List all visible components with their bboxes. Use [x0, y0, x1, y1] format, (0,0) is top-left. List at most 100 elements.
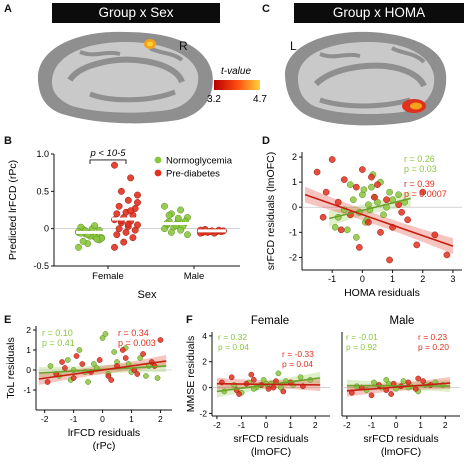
data-point	[79, 361, 86, 367]
stat-r: r = 0.23	[418, 332, 447, 342]
x-tick-label: 2	[420, 274, 425, 284]
data-point	[70, 375, 77, 381]
data-point	[115, 202, 123, 210]
panel-letter-d: D	[262, 135, 270, 147]
legend-label: Normoglycemia	[166, 156, 233, 167]
data-point	[352, 234, 360, 241]
data-point	[343, 226, 351, 234]
legend-marker	[154, 169, 162, 177]
chart-e-tol: -2 -1 0 1 2 -1 0 1 2 lrFCD residuals(rPc) ToL resi…	[5, 325, 172, 452]
data-point	[167, 228, 175, 236]
data-point	[270, 384, 277, 391]
hemisphere-label-right: R	[179, 39, 188, 53]
data-point	[443, 251, 451, 259]
data-point	[113, 231, 121, 239]
x-axis-label: (lmOFC)	[251, 446, 291, 458]
data-point	[165, 211, 173, 219]
data-point	[356, 244, 363, 251]
data-point	[331, 223, 339, 231]
data-point	[111, 161, 118, 169]
data-point	[127, 174, 135, 182]
data-point	[383, 196, 390, 204]
x-axis-label: srFCD residuals	[233, 433, 308, 445]
data-point	[47, 363, 54, 369]
data-point	[177, 206, 185, 214]
data-point	[113, 210, 121, 218]
data-point	[93, 235, 101, 243]
subplot-title-male: Male	[390, 315, 415, 327]
chart-b-predicted-lrfcd: -0.5 0 0.5 1.0 Female Male p < 10-5 Normoglycem…	[7, 148, 240, 301]
x-tick-label: 0	[100, 414, 105, 424]
data-point	[368, 173, 375, 181]
x-tick-label: -1	[238, 420, 246, 430]
data-point	[374, 181, 381, 188]
data-point	[111, 243, 118, 251]
fit-line	[328, 197, 411, 220]
x-tick-label: 0	[394, 420, 399, 430]
data-point	[115, 225, 123, 233]
data-point	[117, 187, 125, 195]
x-axis-label: srFCD residuals	[363, 433, 438, 445]
panel-letter-e: E	[4, 314, 12, 326]
y-tick-label: -0.5	[33, 261, 49, 271]
data-point	[352, 183, 360, 191]
data-point	[383, 376, 390, 383]
data-point	[412, 386, 419, 392]
data-point	[44, 379, 51, 385]
data-point	[413, 241, 421, 249]
y-axis-label: srFCD residuals (lmOFC)	[265, 152, 277, 270]
data-point	[265, 386, 272, 392]
y-tick-label: 2	[202, 357, 207, 367]
data-point	[120, 238, 128, 246]
stat-r: r = 0.26	[404, 154, 435, 164]
colorbar	[214, 80, 260, 90]
stat-p: p = 0.92	[346, 342, 377, 352]
data-point	[248, 371, 255, 378]
panel-letter-b: B	[4, 135, 12, 147]
data-point	[337, 226, 345, 234]
data-point	[368, 392, 375, 399]
data-point	[161, 202, 168, 210]
data-point	[85, 379, 91, 385]
significance-label: p < 10-5	[89, 148, 126, 159]
data-point	[250, 376, 257, 383]
fit-line	[346, 382, 451, 392]
data-point	[404, 216, 412, 224]
significance-bracket	[89, 159, 127, 164]
fit-line	[216, 382, 321, 386]
fit-line	[304, 193, 454, 247]
x-axis-label: lrFCD residuals	[68, 427, 140, 439]
data-point	[73, 353, 80, 359]
data-point	[275, 370, 282, 377]
y-tick-label: 1	[292, 177, 297, 187]
x-tick-label: -1	[70, 414, 78, 424]
brain-panels: R L t-value 3.2 4.7	[37, 31, 447, 126]
y-tick-label: 0	[26, 365, 31, 375]
x-axis-label: Sex	[138, 289, 157, 301]
data-point	[108, 377, 115, 383]
data-point	[420, 378, 426, 384]
data-point	[395, 191, 402, 199]
data-point	[119, 347, 126, 353]
data-point	[228, 374, 235, 381]
x-tick-label: 3	[450, 274, 455, 284]
data-point	[322, 188, 330, 196]
data-point	[280, 388, 287, 395]
stat-p: p = 0.04	[218, 342, 249, 352]
stat-r: r = 0.32	[218, 332, 247, 342]
data-point	[102, 331, 109, 337]
data-point	[124, 196, 132, 204]
colorbar-label: t-value	[221, 66, 251, 77]
data-point	[129, 234, 137, 242]
data-point	[91, 361, 97, 367]
data-point	[157, 337, 164, 343]
x-tick-label: 1	[418, 420, 423, 430]
data-point	[359, 166, 366, 173]
y-axis-label: ToL residuals	[5, 337, 17, 398]
y-tick-label: 0	[44, 224, 49, 234]
y-tick-label: 4	[202, 331, 207, 341]
data-point	[360, 186, 368, 194]
y-tick-label: -1	[289, 227, 297, 237]
panel-letter-c: C	[262, 3, 270, 15]
